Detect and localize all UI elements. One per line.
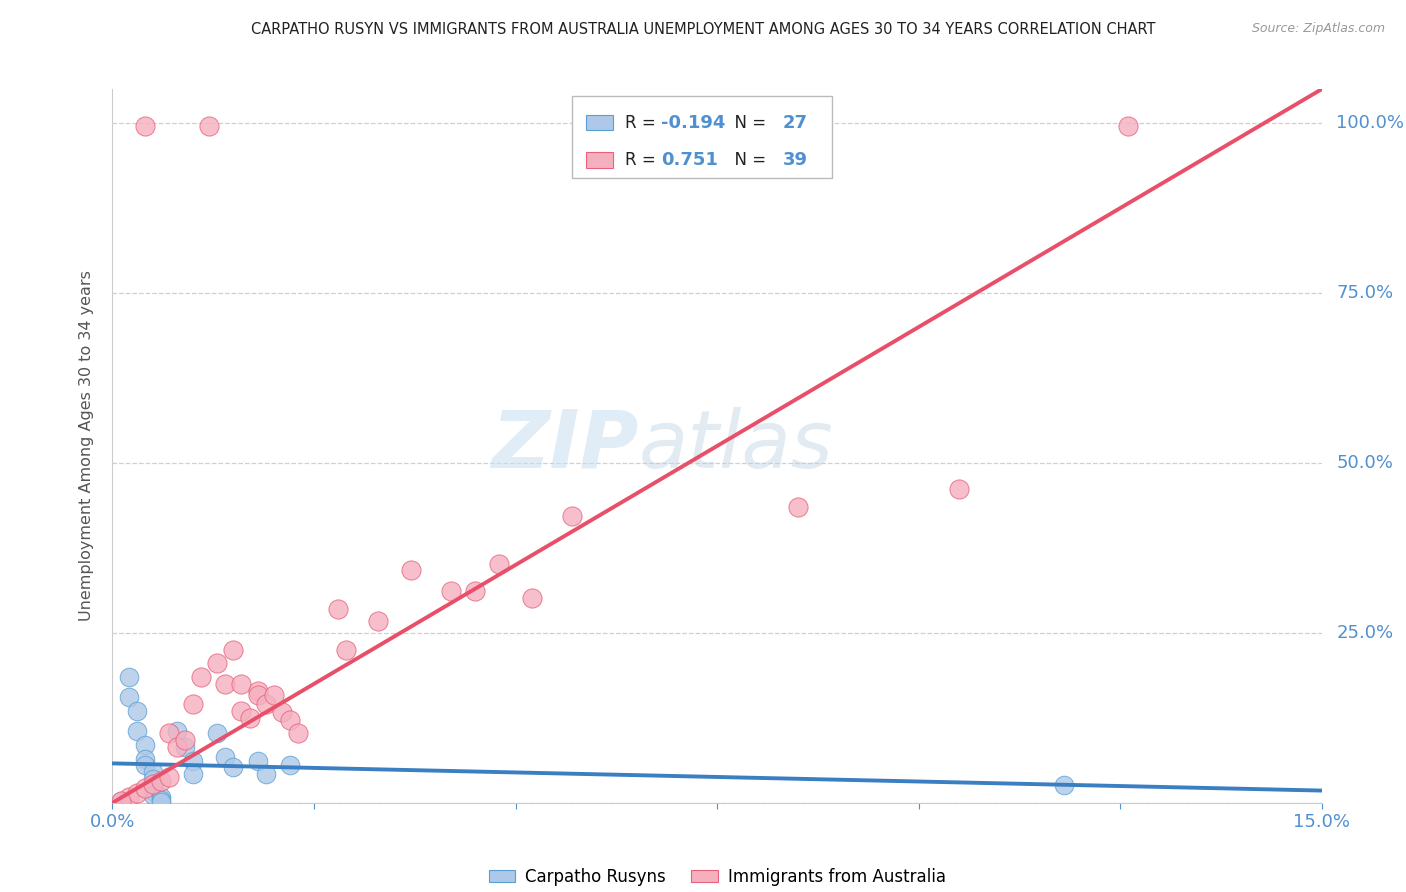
Point	[207, 726, 229, 740]
Point	[134, 780, 156, 795]
Text: 39: 39	[782, 152, 807, 169]
Point	[328, 602, 350, 616]
Point	[142, 783, 165, 797]
Text: -0.194: -0.194	[661, 113, 725, 132]
Point	[214, 749, 236, 764]
Text: R =: R =	[626, 152, 666, 169]
Y-axis label: Unemployment Among Ages 30 to 34 years: Unemployment Among Ages 30 to 34 years	[79, 270, 94, 622]
Point	[270, 706, 292, 720]
Point	[488, 557, 510, 571]
Point	[190, 670, 212, 684]
Point	[149, 795, 172, 809]
Point	[174, 733, 197, 747]
Point	[181, 754, 204, 768]
Point	[125, 786, 148, 800]
Point	[134, 758, 156, 772]
Point	[561, 508, 583, 523]
FancyBboxPatch shape	[572, 96, 832, 178]
Point	[142, 788, 165, 802]
FancyBboxPatch shape	[586, 153, 613, 169]
Point	[464, 583, 486, 598]
Legend: Carpatho Rusyns, Immigrants from Australia: Carpatho Rusyns, Immigrants from Austral…	[482, 861, 952, 892]
Point	[246, 689, 269, 703]
Text: 75.0%: 75.0%	[1336, 284, 1393, 302]
FancyBboxPatch shape	[586, 115, 613, 130]
Point	[149, 774, 172, 789]
Text: N =: N =	[724, 113, 772, 132]
Point	[125, 724, 148, 739]
Text: 27: 27	[782, 113, 807, 132]
Point	[278, 757, 301, 772]
Text: 100.0%: 100.0%	[1336, 114, 1405, 132]
Point	[246, 683, 269, 698]
Point	[254, 698, 277, 712]
Point	[134, 738, 156, 752]
Point	[142, 772, 165, 786]
Point	[207, 657, 229, 671]
Point	[142, 777, 165, 791]
Text: N =: N =	[724, 152, 772, 169]
Point	[134, 119, 156, 133]
Point	[786, 500, 808, 515]
Point	[125, 704, 148, 718]
Point	[142, 765, 165, 780]
Point	[1053, 778, 1076, 792]
Point	[222, 643, 245, 657]
Point	[246, 754, 269, 768]
Point	[367, 614, 389, 628]
Point	[117, 670, 139, 684]
Point	[181, 767, 204, 781]
Point	[174, 740, 197, 755]
Text: 0.751: 0.751	[661, 152, 718, 169]
Point	[142, 779, 165, 793]
Point	[198, 119, 221, 133]
Point	[149, 793, 172, 807]
Text: 25.0%: 25.0%	[1336, 624, 1393, 642]
Text: atlas: atlas	[638, 407, 834, 485]
Point	[520, 591, 543, 605]
Text: R =: R =	[626, 113, 661, 132]
Point	[335, 643, 357, 657]
Point	[231, 677, 253, 691]
Point	[157, 770, 180, 784]
Point	[238, 711, 260, 725]
Text: ZIP: ZIP	[491, 407, 638, 485]
Point	[134, 751, 156, 765]
Point	[399, 563, 422, 577]
Point	[222, 760, 245, 774]
Point	[254, 767, 277, 781]
Point	[110, 794, 132, 808]
Point	[948, 482, 970, 496]
Point	[110, 794, 132, 808]
Point	[149, 790, 172, 805]
Point	[181, 698, 204, 712]
Point	[231, 704, 253, 718]
Point	[440, 583, 463, 598]
Point	[1116, 119, 1139, 133]
Text: Source: ZipAtlas.com: Source: ZipAtlas.com	[1251, 22, 1385, 36]
Point	[157, 726, 180, 740]
Point	[650, 119, 672, 133]
Point	[166, 724, 188, 739]
Point	[287, 726, 309, 740]
Text: 50.0%: 50.0%	[1336, 454, 1393, 472]
Point	[117, 690, 139, 705]
Point	[278, 713, 301, 727]
Point	[214, 677, 236, 691]
Point	[117, 790, 139, 805]
Point	[166, 740, 188, 755]
Point	[263, 689, 285, 703]
Text: CARPATHO RUSYN VS IMMIGRANTS FROM AUSTRALIA UNEMPLOYMENT AMONG AGES 30 TO 34 YEA: CARPATHO RUSYN VS IMMIGRANTS FROM AUSTRA…	[250, 22, 1156, 37]
